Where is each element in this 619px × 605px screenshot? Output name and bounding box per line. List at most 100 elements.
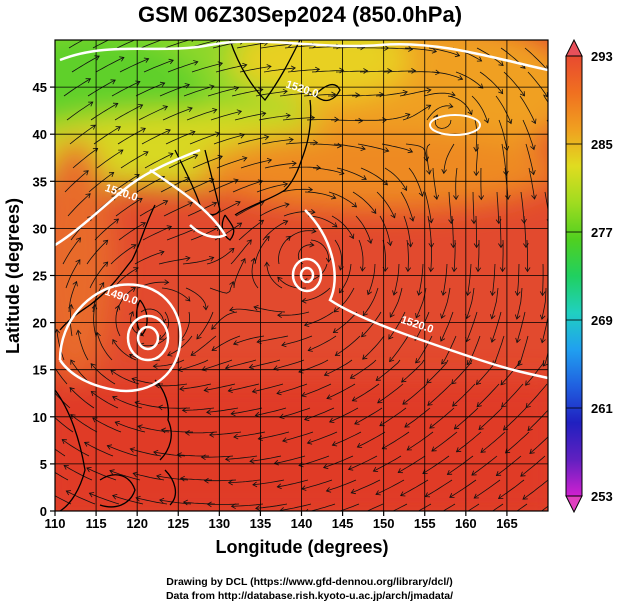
streamline-arrow-223 xyxy=(358,117,364,124)
streamline-28 xyxy=(94,218,119,241)
streamline-arrow-139 xyxy=(182,499,188,506)
streamline-226 xyxy=(328,191,357,208)
contour-1490-outer xyxy=(58,283,182,393)
y-tick-label-45: 45 xyxy=(33,80,47,95)
streamline-arrow-336 xyxy=(431,446,437,452)
streamline-212 xyxy=(281,335,313,346)
streamline-arrow-398 xyxy=(497,494,504,500)
streamline-227 xyxy=(331,215,354,239)
streamline-187 xyxy=(283,211,315,217)
streamline-302 xyxy=(423,92,456,97)
streamline-arrow-193 xyxy=(248,363,255,370)
streamline-arrow-65 xyxy=(168,152,174,158)
streamline-65 xyxy=(144,153,174,169)
streamline-112 xyxy=(167,335,193,356)
streamline-189 xyxy=(278,236,291,265)
streamline-arrow-154 xyxy=(203,387,209,393)
streamline-101 xyxy=(191,62,223,73)
streamline-225 xyxy=(336,167,367,180)
streamline-74 xyxy=(110,369,140,385)
x-tick-label-160: 160 xyxy=(455,516,477,531)
streamline-arrow-353 xyxy=(451,379,457,385)
streamline-159 xyxy=(207,503,240,505)
streamline-292 xyxy=(389,335,409,362)
colorbar-bottom-triangle xyxy=(565,495,583,514)
streamline-353 xyxy=(451,359,473,385)
streamline-193 xyxy=(249,359,281,368)
streamline-arrow-40 xyxy=(141,35,146,40)
streamline-arrow-41 xyxy=(143,57,150,63)
streamline-97 xyxy=(130,448,162,457)
streamline-179 xyxy=(231,503,264,507)
streamline-arrow-174 xyxy=(227,387,233,393)
streamline-290 xyxy=(389,287,403,318)
streamline-47 xyxy=(115,198,143,217)
x-tick-label-125: 125 xyxy=(167,516,189,531)
streamline-262 xyxy=(375,91,408,97)
streamline-313 xyxy=(401,359,425,383)
streamline-arrow-190 xyxy=(264,261,270,267)
streamline-arrow-19 xyxy=(43,489,48,493)
streamline-arrow-97 xyxy=(129,447,136,453)
streamline-352 xyxy=(466,335,481,365)
streamline-arrow-141 xyxy=(266,64,272,70)
streamline-329 xyxy=(442,263,448,296)
streamline-371 xyxy=(491,311,502,343)
streamline-265 xyxy=(384,167,407,191)
streamline-arrow-310 xyxy=(415,313,421,319)
streamline-arrow-44 xyxy=(140,127,146,133)
y-tick-label-20: 20 xyxy=(33,316,47,331)
streamline-150 xyxy=(233,258,246,289)
streamline-arrow-159 xyxy=(206,501,212,508)
coast-indochina xyxy=(55,389,86,511)
streamline-86 xyxy=(160,177,190,193)
streamline-arrow-23 xyxy=(112,102,119,108)
credit-drawing: Drawing by DCL (https://www.gfd-dennou.o… xyxy=(166,576,453,588)
streamline-293 xyxy=(375,359,401,381)
streamline-arrow-394 xyxy=(501,402,507,408)
y-tick-label-30: 30 xyxy=(33,221,47,236)
streamline-arrow-102 xyxy=(209,84,215,90)
streamline-arrow-254 xyxy=(326,394,332,400)
streamline-arrow-373 xyxy=(475,379,482,385)
streamline-140 xyxy=(236,42,269,49)
streamline-91 xyxy=(158,311,170,340)
contour-1520-east xyxy=(304,209,548,380)
streamline-arrow-209 xyxy=(309,241,315,248)
streamline-arrow-83 xyxy=(187,106,193,112)
streamline-arrow-35 xyxy=(69,387,75,393)
streamline-303 xyxy=(426,105,453,121)
colorbar-tick-label-277: 277 xyxy=(591,225,613,240)
streamline-arrow-322 xyxy=(467,109,473,116)
streamline-arrow-377 xyxy=(471,470,477,476)
streamline-231 xyxy=(304,311,334,326)
streamline-arrow-76 xyxy=(114,420,120,427)
streamline-arrow-130 xyxy=(229,281,235,287)
streamline-arrow-52 xyxy=(114,304,121,311)
streamline-17 xyxy=(55,448,66,457)
streamline-arrow-51 xyxy=(130,287,137,292)
streamline-263 xyxy=(378,113,410,121)
streamline-381 xyxy=(527,71,548,98)
streamline-330 xyxy=(441,287,451,319)
streamline-3 xyxy=(66,101,94,121)
streamline-arrow-346 xyxy=(471,219,477,225)
streamline-186 xyxy=(280,188,313,193)
colorbar-top-triangle xyxy=(565,38,583,57)
streamline-251 xyxy=(333,311,358,333)
streamline-201 xyxy=(311,69,344,73)
streamline-arrow-337 xyxy=(422,469,428,474)
streamline-267 xyxy=(379,215,391,246)
streamline-arrow-72 xyxy=(128,311,134,317)
streamline-52 xyxy=(115,305,121,337)
streamline-48 xyxy=(118,222,146,241)
streamline-arrow-188 xyxy=(311,228,317,234)
streamline-arrow-26 xyxy=(108,172,115,178)
streamline-arrow-169 xyxy=(264,235,270,242)
streamline-arrow-69 xyxy=(159,250,165,256)
streamline-23 xyxy=(90,103,118,121)
streamline-286 xyxy=(400,191,414,222)
streamline-arrow-349 xyxy=(465,290,472,297)
y-tick-label-10: 10 xyxy=(33,410,47,425)
